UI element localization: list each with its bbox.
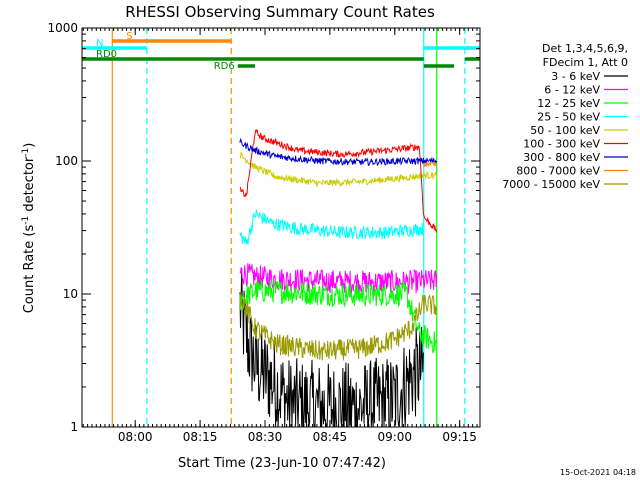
y-tick-label-3: 1000 — [47, 21, 78, 35]
legend: Det 1,3,4,5,6,9, FDecim 1, Att 0 3 - 6 k… — [502, 42, 628, 191]
legend-label-7: 800 - 7000 keV — [516, 165, 600, 178]
legend-label-3: 25 - 50 keV — [537, 111, 600, 124]
series-line-3 — [239, 209, 424, 245]
series-line-5 — [239, 129, 438, 233]
legend-header-line-1: Det 1,3,4,5,6,9, — [542, 42, 628, 55]
series-line-0 — [239, 269, 424, 428]
x-tick-label-3: 08:45 — [313, 430, 348, 444]
series-line-7 — [423, 160, 437, 168]
x-tick-label-4: 09:00 — [377, 430, 412, 444]
y-axis-label-sup-1: -1 — [21, 216, 31, 225]
x-axis-label: Start Time (23-Jun-10 07:47:42) — [178, 456, 386, 471]
y-axis-ticks: 1 10 100 1000 — [47, 21, 480, 434]
legend-label-0: 3 - 6 keV — [551, 70, 600, 83]
x-tick-label-5: 09:15 — [442, 430, 477, 444]
flag-label-1: N — [96, 38, 103, 49]
legend-label-2: 12 - 25 keV — [537, 97, 600, 110]
y-axis-label-end: ) — [22, 143, 37, 148]
footer-date: 15-Oct-2021 04:18 — [560, 468, 636, 477]
flag-label-3: RD0 — [96, 49, 117, 60]
y-tick-label-0: 1 — [70, 420, 78, 434]
series-line-1 — [239, 263, 438, 294]
x-tick-label-0: 08:00 — [118, 430, 153, 444]
series-line-2 — [239, 279, 438, 354]
legend-label-6: 300 - 800 keV — [523, 151, 600, 164]
event-vertical-lines — [111, 28, 466, 427]
legend-header-line-2: FDecim 1, Att 0 — [543, 56, 628, 69]
legend-label-5: 100 - 300 keV — [523, 138, 600, 151]
series-line-4 — [239, 151, 438, 188]
legend-label-4: 50 - 100 keV — [530, 124, 600, 137]
flag-label-5: RD6 — [214, 61, 235, 72]
plot-frame — [81, 27, 481, 428]
y-axis-label-main: Count Rate (s — [22, 225, 37, 314]
y-tick-label-2: 100 — [55, 154, 78, 168]
chart-title: RHESSI Observing Summary Count Rates — [125, 3, 435, 21]
x-tick-label-1: 08:15 — [183, 430, 218, 444]
flag-label-0: S — [126, 31, 132, 42]
series-line-8 — [239, 292, 438, 361]
y-tick-label-1: 10 — [63, 287, 78, 301]
legend-label-8: 7000 - 15000 keV — [502, 178, 600, 191]
legend-label-1: 6 - 12 keV — [544, 84, 600, 97]
y-axis-label: Count Rate (s-1 detector-1) — [21, 143, 37, 314]
y-axis-label-mid: detector — [22, 156, 37, 216]
x-tick-label-2: 08:30 — [248, 430, 283, 444]
y-axis-label-sup-2: -1 — [21, 148, 31, 157]
series-line-6 — [239, 137, 438, 167]
data-series — [239, 129, 438, 428]
x-axis-ticks: 08:00 08:15 08:30 08:45 09:00 09:15 — [82, 28, 478, 444]
